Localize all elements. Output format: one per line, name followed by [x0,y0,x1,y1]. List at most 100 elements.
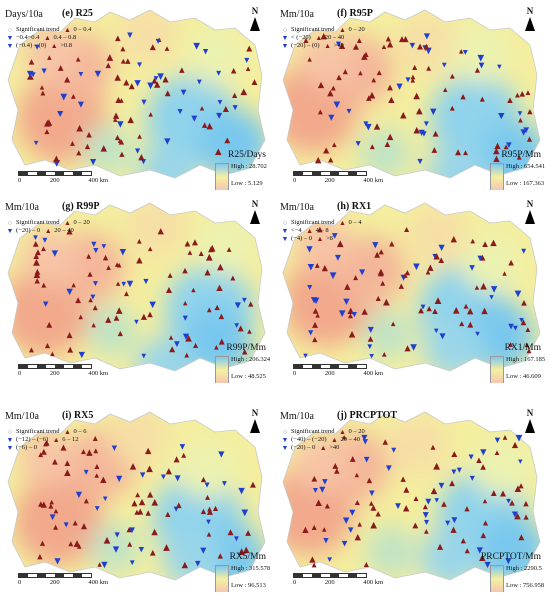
station-up-marker [182,300,188,306]
station-up-marker [384,141,391,147]
station-up-marker [33,258,40,266]
station-down-marker [476,547,483,554]
station-down-marker [111,445,118,451]
station-up-marker [136,257,143,264]
circle-icon: ○ [282,25,288,34]
station-down-marker [519,317,524,323]
station-down-marker [342,517,350,524]
station-up-marker [438,257,445,263]
station-up-marker [515,92,520,98]
station-up-marker [71,282,76,288]
station-up-marker [52,458,58,465]
north-label: N [526,408,534,418]
station-down-marker [518,459,523,464]
station-up-marker [358,70,363,76]
station-up-marker [527,108,533,115]
station-down-marker [396,83,403,90]
station-down-marker [438,482,445,489]
station-up-marker [467,307,474,315]
station-up-marker [470,238,476,244]
station-up-marker [366,95,372,101]
station-down-marker [134,319,139,325]
station-up-marker [182,267,188,274]
station-down-marker [349,509,356,516]
station-up-marker [184,352,190,358]
station-down-marker [515,434,523,442]
station-down-marker [216,70,222,76]
scale-ruler [18,573,92,578]
station-up-marker [67,346,74,353]
station-down-marker [327,557,332,562]
station-down-marker [355,141,361,147]
station-up-marker [126,527,132,533]
station-down-marker [303,353,308,359]
station-up-marker [455,149,462,156]
station-up-marker [93,448,99,454]
station-up-marker [240,88,248,96]
legend-label: Significant trend [16,219,60,226]
station-up-marker [307,57,312,62]
station-up-marker [70,93,76,99]
station-up-marker [520,319,527,326]
legend-item: ▼ < (−20) [281,34,311,42]
station-up-marker [479,96,485,102]
station-up-marker [381,352,387,357]
station-up-marker [147,246,153,252]
legend-row: ▼ (−6) – 0 [6,444,87,452]
map-panel-prcptot: Mm/10a (j) PRCPTOT N ○ Significant trend ▲ 0 –… [275,402,545,592]
station-up-marker [311,524,317,531]
legend-label: 6 – 12 [62,436,79,443]
station-down-marker [469,265,475,271]
station-down-marker [506,142,512,148]
station-up-marker [40,90,46,96]
legend-item: ○ Significant trend [281,26,335,34]
station-up-marker [511,441,519,449]
station-up-marker [341,434,347,440]
colorbar [490,356,504,383]
legend-item: ▼ (−40) – (−20) [281,436,327,444]
legend-label: 0 – 20 [348,26,365,33]
station-down-marker [194,560,201,567]
station-up-marker [449,480,455,487]
station-up-marker [336,74,342,81]
station-up-marker [375,511,381,517]
station-up-marker [431,147,438,153]
station-up-marker [44,343,51,349]
station-up-marker [460,538,466,544]
down-triangle-icon: ▼ [281,33,289,42]
station-up-marker [323,147,330,154]
station-down-marker [119,249,127,256]
station-up-marker [370,521,377,529]
station-down-marker [202,49,209,55]
station-up-marker [94,463,100,470]
station-up-marker [80,523,88,530]
station-down-marker [323,538,329,544]
station-up-marker [168,335,174,340]
legend-row: ▼ (−0.4) – (0) ▲ >0.8 [6,42,91,50]
station-up-marker [480,532,487,539]
station-down-marker [505,558,512,565]
units-label: Mm/10a [280,9,314,20]
legend-label: 20 – 40 [340,436,361,443]
station-up-marker [41,282,47,288]
scale-bar: 0 200 400 km [18,171,108,184]
legend-label: 0 – 4 [348,219,362,226]
panel-title: (i) RX5 [62,410,94,421]
station-down-marker [141,99,147,105]
station-up-marker [224,137,231,144]
station-up-marker [115,307,123,314]
north-label: N [526,6,534,16]
scale-label: 0 [18,177,22,184]
station-up-marker [28,347,34,353]
station-up-marker [138,154,145,161]
scale-ruler [18,171,92,176]
station-up-marker [102,254,109,261]
station-up-marker [317,226,323,233]
station-up-marker [227,529,234,536]
station-down-marker [372,242,379,249]
station-down-marker [63,522,69,528]
station-down-marker [83,469,89,475]
station-up-marker [449,105,455,111]
station-up-marker [430,444,436,450]
station-up-marker [430,487,438,495]
